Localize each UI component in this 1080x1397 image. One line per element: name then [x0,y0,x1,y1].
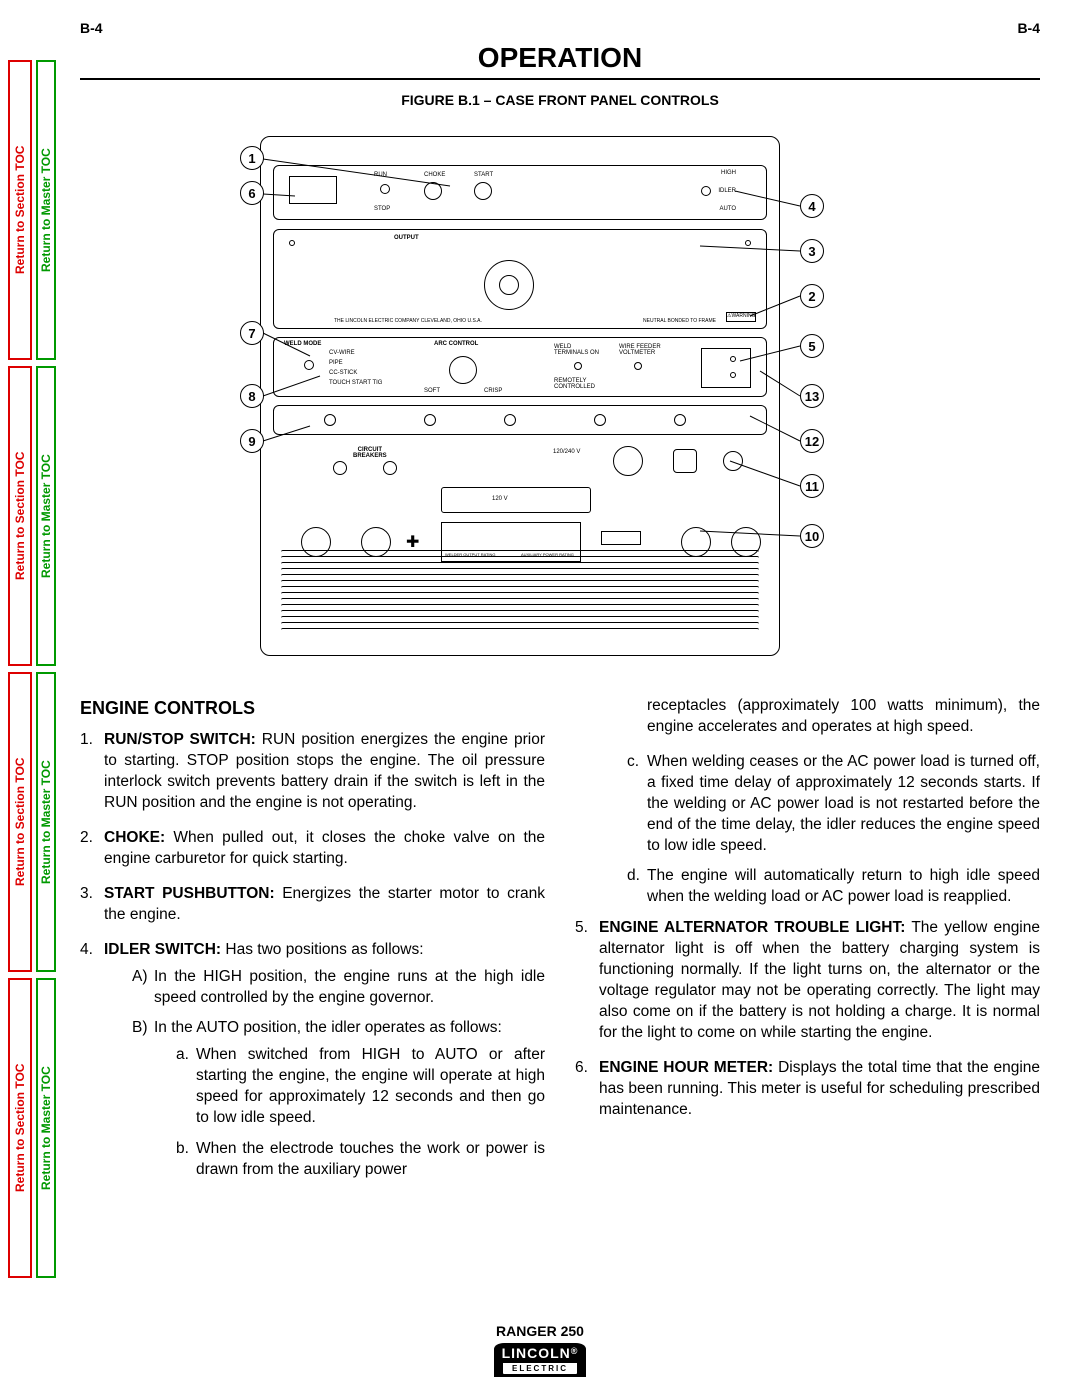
control-panel: RUN CHOKE START HIGH IDLER AUTO STOP OUT… [260,136,780,656]
item-5: 5.ENGINE ALTERNATOR TROUBLE LIGHT: The y… [575,918,1040,1044]
figure-caption: FIGURE B.1 – CASE FRONT PANEL CONTROLS [80,92,1040,108]
callout-10: 10 [800,524,824,548]
callout-13: 13 [800,384,824,408]
terminal-strip [273,405,767,435]
return-master-toc-link[interactable]: Return to Master TOC [36,672,56,972]
receptacle-row: CIRCUIT BREAKERS 120/240 V [273,443,767,483]
body-text: ENGINE CONTROLS 1.RUN/STOP SWITCH: RUN p… [80,696,1040,1195]
return-section-toc-link[interactable]: Return to Section TOC [8,60,32,360]
receptacle-120: 120 V [441,487,591,513]
return-section-toc-link[interactable]: Return to Section TOC [8,672,32,972]
column-left: ENGINE CONTROLS 1.RUN/STOP SWITCH: RUN p… [80,696,545,1195]
weld-arc-section: WELD MODE CV-WIRE PIPE CC-STICK TOUCH ST… [273,337,767,397]
item-6: 6.ENGINE HOUR METER: Displays the total … [575,1058,1040,1121]
callout-9: 9 [240,429,264,453]
page-num-right: B-4 [1017,20,1040,36]
return-master-toc-link[interactable]: Return to Master TOC [36,60,56,360]
callout-2: 2 [800,284,824,308]
side-nav-tabs: Return to Section TOC Return to Section … [8,60,56,1278]
callout-12: 12 [800,429,824,453]
return-section-toc-link[interactable]: Return to Section TOC [8,978,32,1278]
return-section-toc-link[interactable]: Return to Section TOC [8,366,32,666]
figure-b1: RUN CHOKE START HIGH IDLER AUTO STOP OUT… [160,116,960,676]
item-2: 2.CHOKE: When pulled out, it closes the … [80,828,545,870]
callout-1: 1 [240,146,264,170]
item-1: 1.RUN/STOP SWITCH: RUN position energize… [80,730,545,814]
item-3: 3.START PUSHBUTTON: Energizes the starte… [80,884,545,926]
callout-5: 5 [800,334,824,358]
continuation-text: receptacles (approximately 100 watts min… [575,696,1040,738]
callout-8: 8 [240,384,264,408]
return-master-toc-link[interactable]: Return to Master TOC [36,978,56,1278]
output-section: OUTPUT THE LINCOLN ELECTRIC COMPANY CLEV… [273,229,767,329]
vent-grille [281,550,759,635]
page-header-bar: B-4 B-4 [80,20,1040,36]
callout-7: 7 [240,321,264,345]
model-name: RANGER 250 [0,1323,1080,1339]
page-num-left: B-4 [80,20,103,36]
column-right: receptacles (approximately 100 watts min… [575,696,1040,1195]
lincoln-logo: LINCOLN® [494,1343,587,1377]
item-4: 4.IDLER SWITCH: Has two positions as fol… [80,940,545,1181]
page-footer: RANGER 250 LINCOLN® [0,1323,1080,1377]
callout-4: 4 [800,194,824,218]
page-title: OPERATION [80,42,1040,80]
section-heading: ENGINE CONTROLS [80,696,545,720]
return-master-toc-link[interactable]: Return to Master TOC [36,366,56,666]
page-content: B-4 B-4 OPERATION FIGURE B.1 – CASE FRON… [80,20,1040,1195]
engine-control-strip: RUN CHOKE START HIGH IDLER AUTO STOP [273,165,767,220]
callout-3: 3 [800,239,824,263]
callout-6: 6 [240,181,264,205]
callout-11: 11 [800,474,824,498]
